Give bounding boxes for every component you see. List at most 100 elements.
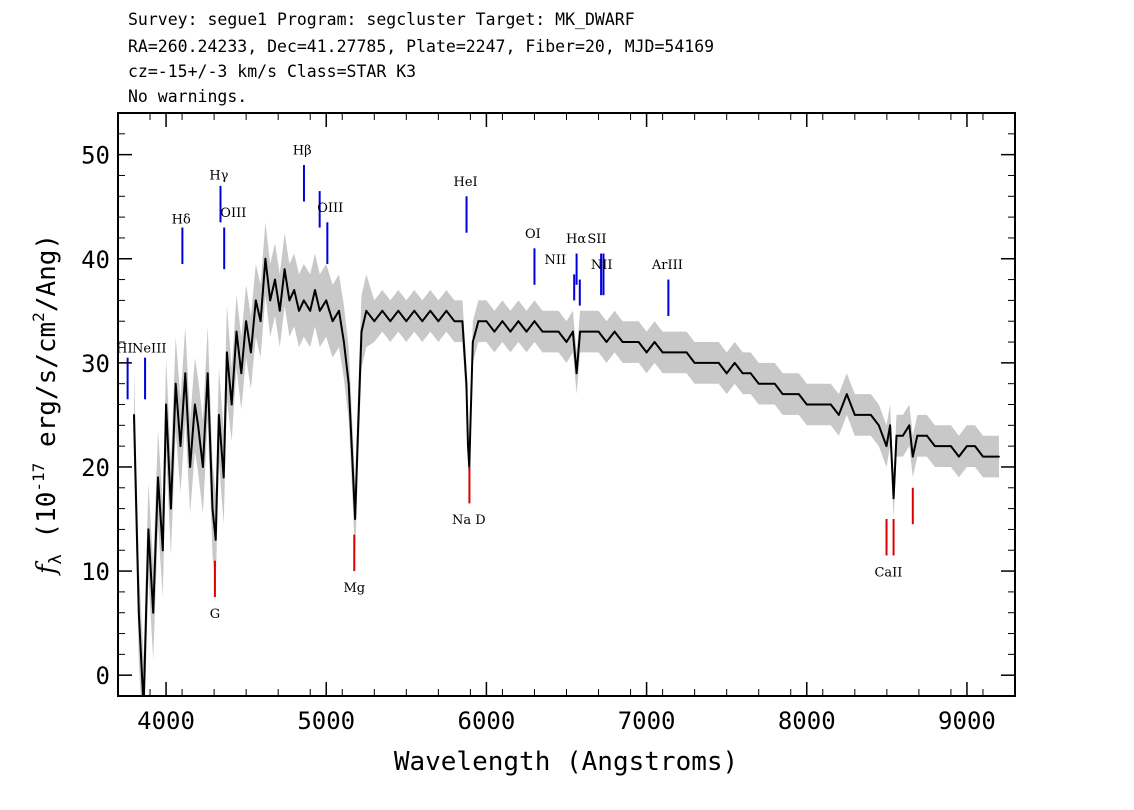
flux-point-62 bbox=[461, 320, 464, 323]
x-tick-label-1: 5000 bbox=[297, 707, 355, 735]
error-band bbox=[134, 222, 999, 696]
flux-point-71 bbox=[501, 320, 504, 323]
flux-point-17 bbox=[211, 507, 214, 510]
flux-point-92 bbox=[661, 351, 664, 354]
flux-point-107 bbox=[781, 393, 784, 395]
flux-point-128 bbox=[926, 434, 928, 437]
x-tick-label-4: 8000 bbox=[778, 707, 836, 735]
flux-point-101 bbox=[733, 362, 736, 364]
flux-point-49 bbox=[360, 330, 363, 333]
x-axis-label: Wavelength (Angstroms) bbox=[394, 747, 738, 777]
flux-point-24 bbox=[240, 372, 243, 375]
flux-point-114 bbox=[837, 414, 840, 416]
flux-point-14 bbox=[197, 424, 200, 427]
flux-point-81 bbox=[575, 372, 578, 375]
line-label-2: Hδ bbox=[172, 212, 191, 227]
flux-point-136 bbox=[990, 455, 992, 458]
flux-point-127 bbox=[916, 434, 919, 437]
flux-point-28 bbox=[259, 320, 262, 323]
x-tick-label-5: 9000 bbox=[938, 707, 996, 735]
line-label-16: Na D bbox=[452, 513, 486, 528]
flux-point-77 bbox=[549, 330, 552, 333]
flux-point-75 bbox=[533, 320, 536, 323]
flux-point-95 bbox=[685, 351, 688, 354]
flux-point-69 bbox=[485, 320, 488, 323]
flux-point-97 bbox=[701, 362, 704, 364]
flux-point-51 bbox=[373, 320, 376, 323]
flux-point-35 bbox=[293, 289, 296, 291]
flux-point-78 bbox=[557, 330, 560, 333]
flux-point-83 bbox=[589, 330, 592, 333]
flux-point-9 bbox=[174, 382, 177, 385]
flux-point-130 bbox=[942, 445, 944, 447]
header-coordinates-line: RA=260.24233, Dec=41.27785, Plate=2247, … bbox=[128, 37, 715, 56]
y-tick-label-1: 10 bbox=[81, 558, 110, 586]
y-tick-label-0: 0 bbox=[96, 662, 110, 690]
flux-point-117 bbox=[861, 414, 864, 416]
flux-point-44 bbox=[343, 341, 345, 343]
flux-point-48 bbox=[356, 445, 359, 447]
flux-point-94 bbox=[677, 351, 680, 354]
y-tick-label-5: 50 bbox=[81, 142, 110, 170]
flux-point-43 bbox=[338, 309, 340, 312]
header-survey-line: Survey: segue1 Program: segcluster Targe… bbox=[128, 10, 635, 29]
flux-point-41 bbox=[325, 299, 328, 302]
flux-point-53 bbox=[389, 320, 392, 323]
flux-point-106 bbox=[773, 382, 776, 385]
y-tick-label-2: 20 bbox=[81, 454, 110, 482]
flux-point-50 bbox=[365, 309, 368, 312]
flux-series-line bbox=[133, 257, 999, 696]
flux-point-7 bbox=[165, 403, 168, 406]
flux-point-103 bbox=[749, 372, 752, 375]
flux-point-67 bbox=[471, 341, 474, 343]
flux-point-26 bbox=[250, 351, 252, 354]
flux-point-4 bbox=[152, 611, 155, 614]
flux-point-10 bbox=[179, 445, 182, 447]
flux-point-79 bbox=[565, 341, 568, 343]
flux-point-1 bbox=[137, 611, 140, 614]
flux-point-82 bbox=[579, 330, 581, 333]
flux-point-91 bbox=[653, 341, 656, 343]
flux-point-59 bbox=[437, 320, 440, 323]
line-label-6: OIII bbox=[317, 201, 343, 216]
flux-point-123 bbox=[895, 434, 898, 437]
y-tick-label-3: 30 bbox=[81, 350, 110, 378]
flux-point-115 bbox=[845, 393, 848, 395]
flux-point-88 bbox=[629, 341, 632, 343]
flux-point-66 bbox=[469, 424, 472, 427]
flux-point-93 bbox=[669, 351, 672, 354]
flux-point-8 bbox=[170, 507, 172, 510]
flux-point-80 bbox=[572, 330, 574, 333]
flux-point-18 bbox=[214, 538, 217, 541]
flux-point-40 bbox=[318, 309, 321, 312]
flux-point-96 bbox=[693, 362, 696, 364]
flux-point-38 bbox=[309, 309, 312, 312]
flux-point-64 bbox=[467, 445, 469, 447]
flux-point-19 bbox=[218, 414, 220, 416]
flux-point-112 bbox=[821, 403, 824, 406]
flux-point-100 bbox=[725, 372, 728, 375]
line-label-5: Hβ bbox=[293, 144, 312, 159]
flux-point-89 bbox=[637, 341, 640, 343]
flux-point-61 bbox=[453, 320, 456, 323]
flux-point-3 bbox=[147, 528, 150, 531]
flux-point-134 bbox=[974, 445, 976, 447]
flux-point-133 bbox=[966, 445, 968, 447]
line-label-10: Hα bbox=[566, 232, 586, 247]
flux-point-11 bbox=[184, 372, 187, 375]
header-warnings-line: No warnings. bbox=[128, 87, 248, 106]
flux-point-54 bbox=[397, 309, 400, 312]
flux-point-124 bbox=[902, 434, 904, 437]
flux-point-68 bbox=[477, 320, 480, 323]
flux-point-126 bbox=[911, 455, 914, 458]
flux-point-22 bbox=[230, 403, 233, 406]
flux-point-116 bbox=[853, 414, 856, 416]
flux-point-46 bbox=[351, 466, 354, 468]
line-label-13: ArIII bbox=[651, 258, 683, 273]
flux-point-16 bbox=[206, 372, 209, 375]
flux-point-23 bbox=[235, 330, 238, 333]
flux-point-27 bbox=[254, 299, 257, 302]
flux-point-34 bbox=[288, 299, 291, 302]
flux-point-15 bbox=[202, 466, 204, 468]
